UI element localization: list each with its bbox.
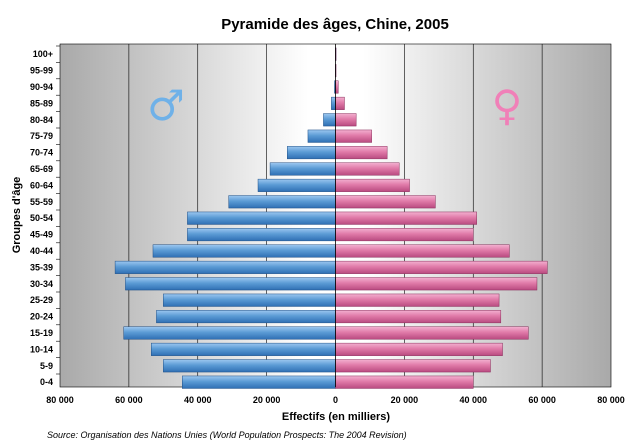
y-tick-label: 15-19 (30, 328, 53, 338)
bar-male-50-54 (187, 211, 336, 225)
bar-male-15-19 (123, 326, 336, 340)
x-tick-label: 80 000 (597, 395, 625, 405)
x-tick-label: 60 000 (528, 395, 556, 405)
bar-male-35-39 (114, 260, 336, 274)
y-tick-labels: 0-4 5-9 10-14 15-19 20-24 25-29 30-34 35-39 40-4… (30, 45, 60, 387)
male-symbol-icon: ♂ (147, 81, 185, 130)
bar-female-0-4 (335, 375, 474, 389)
x-tick-label: 40 000 (184, 395, 212, 405)
bar-female-65-69 (335, 162, 400, 176)
y-tick-label: 85-89 (30, 98, 53, 108)
bar-male-60-64 (257, 178, 336, 192)
bar-male-70-74 (287, 146, 336, 160)
y-tick-label: 80-84 (30, 115, 53, 125)
y-tick-label: 90-94 (30, 82, 53, 92)
bar-female-10-14 (335, 342, 503, 356)
y-axis-label: Groupes d'âge (11, 177, 23, 254)
x-tick-label: 0 (333, 395, 338, 405)
y-tick-label: 0-4 (40, 377, 53, 387)
y-tick-label: 55-59 (30, 197, 53, 207)
y-tick-label: 70-74 (30, 148, 53, 158)
bar-male-5-9 (163, 359, 336, 373)
y-tick-label: 10-14 (30, 344, 53, 354)
bar-male-40-44 (152, 244, 336, 258)
y-tick-label: 75-79 (30, 131, 53, 141)
bar-female-55-59 (335, 195, 436, 209)
y-tick-label: 95-99 (30, 66, 53, 76)
y-tick-label: 35-39 (30, 262, 53, 272)
bar-male-20-24 (156, 310, 336, 324)
x-tick-labels: 80 000 60 000 40 000 20 000 0 20 000 40 000 60 … (46, 395, 625, 405)
bar-female-45-49 (335, 228, 474, 242)
x-axis-label: Effectifs (en milliers) (282, 411, 391, 423)
bar-female-60-64 (335, 178, 410, 192)
bar-female-40-44 (335, 244, 510, 258)
x-tick-label: 60 000 (115, 395, 143, 405)
x-tick-label: 20 000 (253, 395, 281, 405)
y-tick-label: 20-24 (30, 312, 53, 322)
bar-female-80-84 (335, 113, 357, 127)
chart-title: Pyramide des âges, Chine, 2005 (221, 16, 449, 33)
bar-female-15-19 (335, 326, 529, 340)
bar-female-85-89 (335, 96, 345, 110)
bar-male-80-84 (323, 113, 336, 127)
bar-female-50-54 (335, 211, 477, 225)
bar-female-25-29 (335, 293, 500, 307)
bars (114, 44, 548, 389)
y-tick-label: 45-49 (30, 230, 53, 240)
x-tick-label: 20 000 (391, 395, 419, 405)
bar-female-90-94 (335, 80, 339, 94)
x-tick-label: 40 000 (459, 395, 487, 405)
y-tick-label: 65-69 (30, 164, 53, 174)
bar-male-45-49 (187, 228, 336, 242)
bar-male-65-69 (269, 162, 336, 176)
bar-male-85-89 (331, 96, 336, 110)
bar-female-20-24 (335, 310, 502, 324)
bar-male-55-59 (228, 195, 336, 209)
y-tick-label: 25-29 (30, 295, 53, 305)
y-tick-label: 60-64 (30, 180, 53, 190)
bar-male-75-79 (307, 129, 336, 143)
bar-female-30-34 (335, 277, 538, 291)
bar-female-70-74 (335, 146, 388, 160)
source-note: Source: Organisation des Nations Unies (… (47, 430, 407, 440)
female-symbol-icon: ♀ (492, 81, 523, 130)
bar-male-30-34 (125, 277, 336, 291)
bar-male-10-14 (151, 342, 336, 356)
bar-male-0-4 (182, 375, 336, 389)
y-tick-label: 5-9 (40, 361, 53, 371)
y-tick-label: 30-34 (30, 279, 53, 289)
y-tick-label: 50-54 (30, 213, 53, 223)
y-tick-label: 40-44 (30, 246, 53, 256)
bar-female-5-9 (335, 359, 491, 373)
bar-female-75-79 (335, 129, 372, 143)
bar-male-25-29 (163, 293, 336, 307)
y-tick-label: 100+ (33, 49, 53, 59)
bar-female-35-39 (335, 260, 548, 274)
x-tick-label: 80 000 (46, 395, 74, 405)
